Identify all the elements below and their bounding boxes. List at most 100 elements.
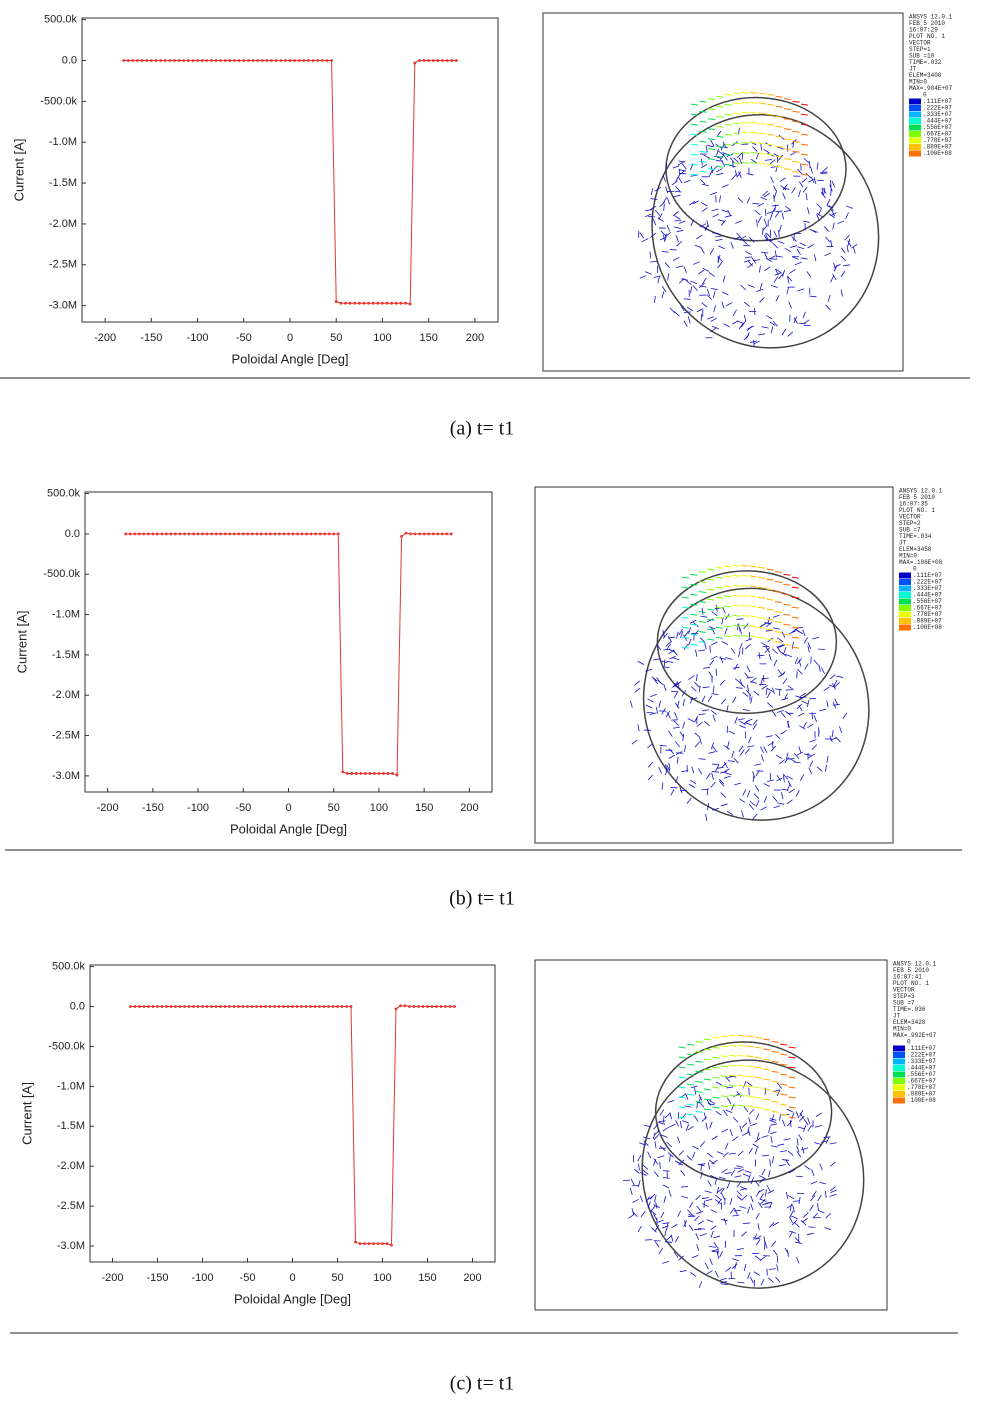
y-tick-label: -500.0k: [48, 1040, 85, 1052]
y-tick-label: -2.5M: [52, 729, 80, 741]
x-axis-label: Poloidal Angle [Deg]: [234, 1291, 351, 1306]
point: [453, 1005, 456, 1008]
point: [152, 1005, 155, 1008]
point: [155, 59, 158, 62]
point: [409, 303, 412, 306]
render-frame: [543, 13, 903, 371]
point: [201, 59, 204, 62]
point: [219, 1005, 222, 1008]
point: [265, 59, 268, 62]
point: [192, 1005, 195, 1008]
y-tick-label: -2.0M: [57, 1160, 85, 1172]
point: [264, 533, 267, 536]
point: [215, 1005, 218, 1008]
point: [314, 533, 317, 536]
point: [136, 59, 139, 62]
point: [353, 302, 356, 305]
point: [455, 59, 458, 62]
point: [386, 1242, 389, 1245]
point: [183, 533, 186, 536]
vector-arrow: [797, 671, 798, 678]
point: [219, 59, 222, 62]
point: [332, 533, 335, 536]
point: [150, 59, 153, 62]
point: [174, 533, 177, 536]
render-frame: [535, 487, 893, 843]
point: [134, 1005, 137, 1008]
point: [377, 1242, 380, 1245]
point: [372, 302, 375, 305]
point: [414, 533, 417, 536]
point: [378, 772, 381, 775]
point: [255, 533, 258, 536]
point: [233, 59, 236, 62]
point: [164, 59, 167, 62]
y-tick-label: -2.0M: [52, 689, 80, 701]
y-tick-label: -500.0k: [43, 568, 80, 580]
point: [156, 1005, 159, 1008]
legend-swatch: [893, 1059, 905, 1065]
point: [423, 533, 426, 536]
point: [215, 59, 218, 62]
point: [151, 533, 154, 536]
point: [368, 1242, 371, 1245]
point: [395, 1008, 398, 1011]
point: [291, 1005, 294, 1008]
point: [386, 302, 389, 305]
x-tick-label: 150: [418, 1272, 436, 1284]
point: [147, 533, 150, 536]
point: [278, 533, 281, 536]
legend-swatch: [909, 118, 921, 124]
point: [437, 59, 440, 62]
point: [278, 1005, 281, 1008]
point: [219, 533, 222, 536]
point: [376, 302, 379, 305]
point: [242, 1005, 245, 1008]
point: [161, 1005, 164, 1008]
x-tick-label: -200: [97, 802, 119, 814]
point: [292, 533, 295, 536]
point: [327, 1005, 330, 1008]
point: [436, 533, 439, 536]
point: [247, 59, 250, 62]
plot-frame: [90, 965, 495, 1262]
point: [426, 1005, 429, 1008]
point: [346, 772, 349, 775]
y-tick-label: -1.5M: [57, 1120, 85, 1132]
point: [296, 1005, 299, 1008]
point: [143, 1005, 146, 1008]
point: [363, 302, 366, 305]
point: [341, 770, 344, 773]
point: [168, 59, 171, 62]
line: [124, 60, 457, 304]
y-tick-label: -500.0k: [40, 95, 77, 107]
legend-swatch: [909, 105, 921, 111]
vector-arrow: [704, 1201, 705, 1208]
x-tick-label: 200: [466, 332, 484, 344]
point: [197, 533, 200, 536]
point: [178, 59, 181, 62]
y-tick-label: -1.5M: [52, 649, 80, 661]
point: [319, 533, 322, 536]
point: [237, 1005, 240, 1008]
x-tick-label: 150: [415, 802, 433, 814]
y-tick-label: 0.0: [65, 528, 80, 540]
point: [260, 533, 263, 536]
point: [179, 1005, 182, 1008]
line: [131, 1006, 455, 1246]
legend-swatch: [893, 1091, 905, 1097]
point: [269, 533, 272, 536]
point: [323, 533, 326, 536]
x-tick-label: 200: [463, 1272, 481, 1284]
point: [330, 59, 333, 62]
render-frame: [535, 960, 887, 1310]
point: [441, 533, 444, 536]
legend-swatch: [899, 625, 911, 631]
point: [133, 533, 136, 536]
point: [390, 1244, 393, 1247]
point: [246, 1005, 249, 1008]
point: [233, 533, 236, 536]
point: [307, 59, 310, 62]
point: [197, 1005, 200, 1008]
point: [251, 533, 254, 536]
